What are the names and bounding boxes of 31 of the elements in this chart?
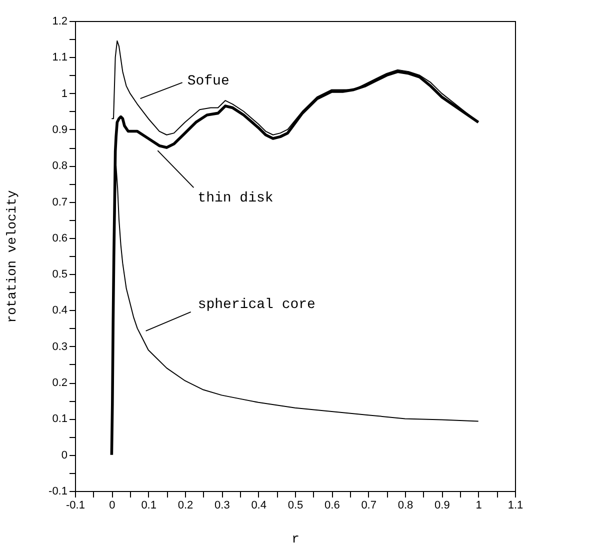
y-tick-label: 0.8 <box>52 160 68 172</box>
y-tick-label: 0.2 <box>52 377 68 390</box>
x-tick-label: 0.2 <box>178 500 194 512</box>
y-tick-label: 0.5 <box>52 268 68 281</box>
annotation: thin disk <box>198 190 274 207</box>
y-tick-label: 0 <box>61 449 68 462</box>
x-tick-label: 0.5 <box>288 500 304 512</box>
y-tick-label: 1 <box>61 88 68 100</box>
y-tick-label: 1.2 <box>52 16 68 28</box>
x-tick-label: 0.7 <box>361 500 376 512</box>
annotation: Sofue <box>187 74 230 90</box>
x-tick-label: 1 <box>476 500 482 512</box>
y-tick-label: 0.7 <box>52 196 68 208</box>
y-tick-label: -0.1 <box>48 486 68 498</box>
y-tick-label: 0.6 <box>52 232 68 244</box>
y-tick-label: 0.1 <box>52 413 68 426</box>
y-tick-label: 1.1 <box>52 52 68 64</box>
annotation: spherical core <box>198 296 316 313</box>
y-axis-title: rotation velocity <box>4 190 20 323</box>
x-tick-label: 1.1 <box>508 500 524 512</box>
x-tick-label: 0.9 <box>434 500 450 512</box>
x-tick-label: 0 <box>109 500 116 512</box>
x-tick-label: 0.3 <box>214 500 230 512</box>
x-tick-label: 0.4 <box>251 500 266 512</box>
x-tick-label: 0.1 <box>141 500 156 512</box>
y-tick-label: 0.3 <box>52 340 68 353</box>
x-tick-label: 0.6 <box>324 500 340 512</box>
y-tick-label: 0.9 <box>52 124 68 136</box>
x-axis-title: r <box>292 532 300 546</box>
x-tick-label: 0.8 <box>398 500 414 512</box>
y-tick-label: 0.4 <box>52 304 68 317</box>
